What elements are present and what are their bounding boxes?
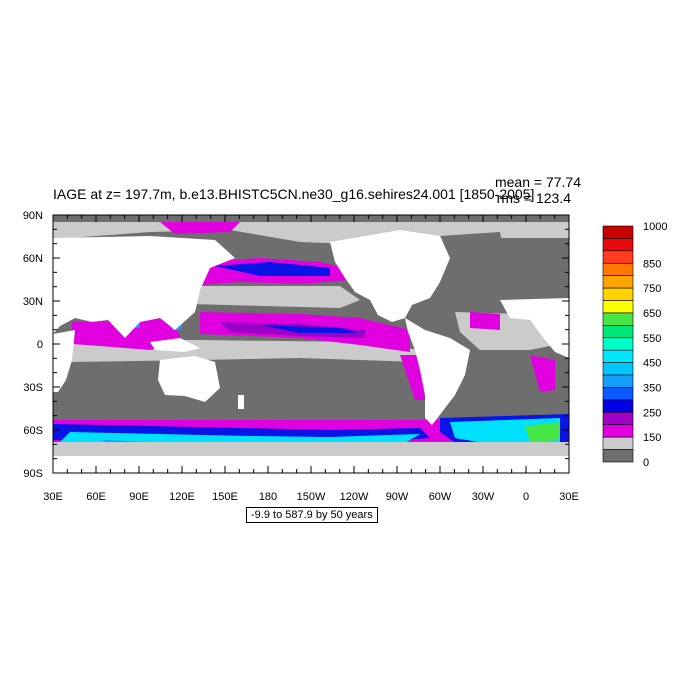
colorbar-swatch <box>602 337 634 351</box>
colorbar-swatch <box>602 436 634 450</box>
colorbar-swatch <box>602 424 634 438</box>
atlantic-magenta <box>470 312 500 330</box>
greenland-sea <box>440 232 505 270</box>
colorbar-label: 150 <box>643 432 661 444</box>
lat-tick-label: 0 <box>37 339 43 351</box>
lat-tick-label: 30N <box>23 296 43 308</box>
lat-tick-label: 60S <box>23 425 43 437</box>
colorbar-label: 0 <box>643 457 649 469</box>
mean-stat: mean = 77.74 <box>494 174 581 190</box>
colorbar-swatch <box>602 399 634 413</box>
lon-tick-label: 0 <box>523 491 529 503</box>
colorbar-label: 350 <box>643 382 661 394</box>
colorbar-swatch <box>602 300 634 314</box>
colorbar-label: 250 <box>643 407 661 419</box>
lon-tick-label: 30W <box>472 491 495 503</box>
lat-tick-label: 60N <box>23 253 43 265</box>
lon-tick-label: 120W <box>340 491 369 503</box>
lon-tick-label: 30E <box>43 491 63 503</box>
colorbar-label: 750 <box>643 283 661 295</box>
lat-tick-label: 90S <box>23 468 43 480</box>
colorbar-label: 450 <box>643 358 661 370</box>
colorbar-label: 550 <box>643 333 661 345</box>
colorbar-swatch <box>602 250 634 264</box>
continents <box>53 230 569 425</box>
colorbar-swatch <box>602 225 634 239</box>
colorbar-swatch <box>602 262 634 276</box>
colorbar-label: 650 <box>643 308 661 320</box>
lon-axis: 30E 60E 90E 120E 150E 180 150W 120W 90W 60W 30W 0 30… <box>43 215 579 503</box>
south-atlantic-magenta <box>530 355 555 392</box>
lon-tick-label: 90W <box>386 491 409 503</box>
colorbar-swatch <box>602 387 634 401</box>
atlantic-sector-green <box>525 422 560 442</box>
colorbar-swatch <box>602 287 634 301</box>
rms-stat: rms = 123.4 <box>496 190 571 206</box>
arctic-magenta <box>160 222 240 234</box>
plot-title: IAGE at z= 197.7m, b.e13.BHISTC5CN.ne30_… <box>53 186 535 202</box>
colorbar-swatch <box>602 412 634 426</box>
colorbar-swatch <box>602 325 634 339</box>
lon-tick-label: 90E <box>129 491 149 503</box>
antarctic-lightgray <box>53 442 569 456</box>
lon-tick-label: 60W <box>429 491 452 503</box>
lat-tick-label: 90N <box>23 210 43 222</box>
lon-tick-label: 30E <box>559 491 579 503</box>
colorbar-swatch <box>602 238 634 252</box>
colorbar-swatch <box>602 349 634 363</box>
colorbar: 1000 850 750 650 550 450 350 250 150 0 <box>602 221 667 469</box>
colorbar-swatch <box>602 374 634 388</box>
colorbar-swatch <box>602 449 634 463</box>
colorbar-label: 1000 <box>643 221 667 233</box>
colorbar-swatch <box>602 312 634 326</box>
colorbar-label: 850 <box>643 258 661 270</box>
south-america-land <box>405 318 470 425</box>
lon-tick-label: 150E <box>212 491 238 503</box>
new-zealand-land <box>238 395 244 409</box>
north-america-land <box>330 230 450 322</box>
lat-axis: 90N 60N 30N 0 30S 60S 90S <box>23 210 569 480</box>
africa-west-land <box>500 298 569 358</box>
lat-tick-label: 30S <box>23 382 43 394</box>
lon-tick-label: 120E <box>169 491 195 503</box>
lon-tick-label: 60E <box>86 491 106 503</box>
eurasia-land <box>53 236 235 338</box>
colorbar-swatch <box>602 362 634 376</box>
contour-range-note: -9.9 to 587.9 by 50 years <box>246 507 378 523</box>
east-pacific-magenta <box>400 355 425 400</box>
north-pacific-lightgray <box>190 286 360 308</box>
lon-tick-label: 180 <box>259 491 277 503</box>
indonesia-land <box>150 338 200 352</box>
pacific-blue <box>260 325 358 333</box>
colorbar-swatch <box>602 275 634 289</box>
lon-tick-label: 150W <box>297 491 326 503</box>
africa-east-land <box>53 330 75 392</box>
map-field <box>53 215 569 473</box>
australia-land <box>158 356 220 402</box>
north-pacific-blue <box>215 262 330 276</box>
